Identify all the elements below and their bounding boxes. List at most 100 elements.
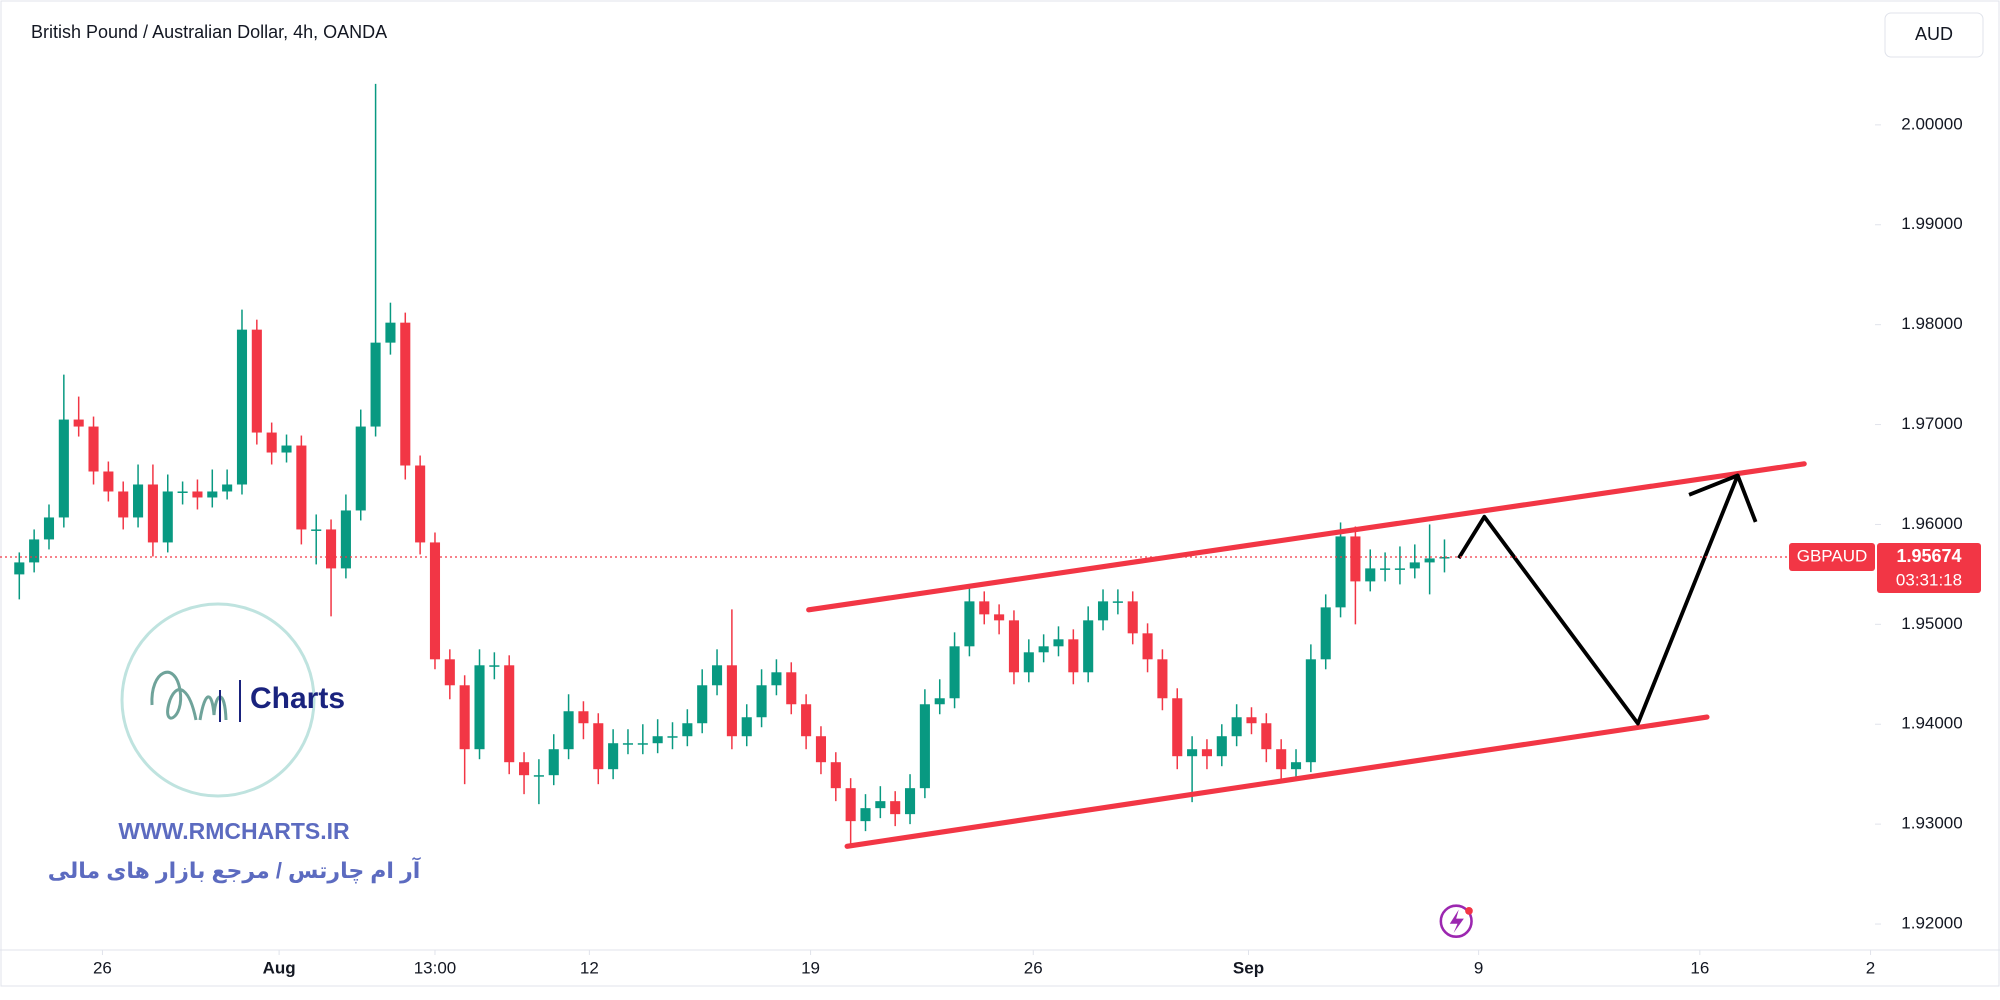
price-badge bbox=[1877, 543, 1981, 594]
candle-body bbox=[281, 445, 292, 453]
candle-body bbox=[489, 665, 500, 667]
logo-script bbox=[150, 670, 228, 721]
candle-body bbox=[370, 342, 381, 427]
candle-body bbox=[58, 419, 69, 518]
x-tick-label: 16 bbox=[1690, 958, 1709, 977]
alert-bolt bbox=[1449, 909, 1464, 933]
candle-body bbox=[296, 445, 307, 530]
candle-body bbox=[311, 529, 322, 531]
candle-body bbox=[919, 704, 930, 789]
candle-body bbox=[222, 484, 233, 492]
candle-body bbox=[608, 743, 619, 770]
alert-icon[interactable] bbox=[1439, 904, 1473, 938]
candle-body bbox=[266, 432, 277, 453]
last-price-label: 1.95674 bbox=[1896, 546, 1961, 566]
alert-dot bbox=[1465, 906, 1473, 915]
candle-body bbox=[519, 762, 530, 776]
x-tick-label: 19 bbox=[801, 958, 820, 977]
candle-body bbox=[1142, 633, 1153, 660]
candle-body bbox=[667, 736, 678, 738]
candle-body bbox=[474, 665, 485, 750]
candle-body bbox=[682, 723, 693, 737]
candle-body bbox=[504, 665, 515, 763]
candle-body bbox=[1216, 736, 1227, 757]
candle-body bbox=[1187, 749, 1198, 757]
x-tick-label: 13:00 bbox=[414, 958, 457, 977]
arrow-head bbox=[1688, 473, 1758, 523]
candle-body bbox=[1038, 646, 1049, 653]
candle-body bbox=[1068, 639, 1079, 673]
candle-body bbox=[622, 743, 634, 745]
x-tick-label: 9 bbox=[1474, 958, 1483, 977]
currency-button[interactable] bbox=[1884, 12, 1984, 58]
candle-body bbox=[563, 711, 574, 750]
candle-body bbox=[1276, 749, 1287, 770]
symbol-label: GBPAUD bbox=[1797, 546, 1868, 565]
candle-body bbox=[756, 685, 767, 718]
candle-body bbox=[1231, 717, 1242, 737]
candle-body bbox=[1097, 601, 1109, 621]
channel-lower bbox=[844, 714, 1710, 849]
candle-body bbox=[815, 736, 827, 763]
candle-body bbox=[548, 749, 559, 776]
candle-body bbox=[1290, 762, 1302, 770]
candle-body bbox=[1320, 607, 1331, 660]
countdown-label: 03:31:18 bbox=[1896, 570, 1962, 589]
candle-body bbox=[533, 775, 544, 777]
candle-body bbox=[697, 685, 708, 724]
candle-body bbox=[637, 743, 648, 745]
candle-body bbox=[251, 329, 262, 433]
candle-body bbox=[726, 665, 737, 737]
candle-body bbox=[830, 762, 841, 789]
chart-title: British Pound / Australian Dollar, 4h, O… bbox=[31, 22, 387, 42]
y-tick-label: 1.98000 bbox=[1901, 314, 1962, 333]
candle-body bbox=[1127, 601, 1138, 634]
candle-body bbox=[860, 808, 871, 822]
candle-body bbox=[964, 601, 975, 647]
logo-ring bbox=[120, 602, 316, 798]
candle-body bbox=[934, 698, 945, 705]
candle-body bbox=[1023, 652, 1034, 673]
candle-body bbox=[340, 510, 351, 569]
candle-body bbox=[192, 491, 203, 498]
candle-body bbox=[890, 801, 901, 815]
x-tick-label: 26 bbox=[1024, 958, 1043, 977]
candle-body bbox=[1201, 749, 1212, 757]
candle-body bbox=[429, 542, 441, 660]
candle-body bbox=[73, 419, 84, 427]
candle-body bbox=[147, 484, 158, 543]
candle-body bbox=[875, 801, 886, 809]
channel-upper bbox=[806, 461, 1807, 613]
candle-body bbox=[459, 685, 470, 750]
candle-body bbox=[14, 562, 25, 575]
logo-text: Charts bbox=[250, 682, 345, 715]
candle-body bbox=[1112, 601, 1123, 603]
candle-body bbox=[1350, 536, 1361, 582]
y-tick-label: 1.92000 bbox=[1901, 914, 1962, 933]
watermark: Charts WWW.RMCHARTS.IR آر ام چارتس / مرج… bbox=[48, 602, 421, 884]
candle-body bbox=[43, 517, 55, 540]
x-tick-label: 2 bbox=[1866, 958, 1875, 977]
candle-body bbox=[994, 614, 1005, 621]
candle-body bbox=[771, 672, 782, 686]
candle-body bbox=[845, 788, 856, 822]
x-tick-label: Aug bbox=[263, 958, 296, 977]
drawings bbox=[806, 461, 1807, 938]
candle-body bbox=[593, 723, 604, 770]
candle-body bbox=[1335, 536, 1346, 608]
candle-body bbox=[1172, 698, 1183, 757]
candle-body bbox=[904, 788, 916, 815]
candle-body bbox=[1305, 659, 1316, 763]
candle-body bbox=[1394, 568, 1405, 570]
y-tick-label: 1.93000 bbox=[1901, 814, 1962, 833]
candle-body bbox=[1365, 568, 1376, 582]
candle-body bbox=[29, 539, 40, 563]
candle-body bbox=[177, 491, 188, 493]
plot-area bbox=[14, 83, 1450, 847]
y-tick-label: 2.00000 bbox=[1901, 114, 1962, 133]
candle-body bbox=[1083, 620, 1094, 673]
candle-body bbox=[741, 717, 752, 737]
candle-body bbox=[1409, 562, 1420, 569]
